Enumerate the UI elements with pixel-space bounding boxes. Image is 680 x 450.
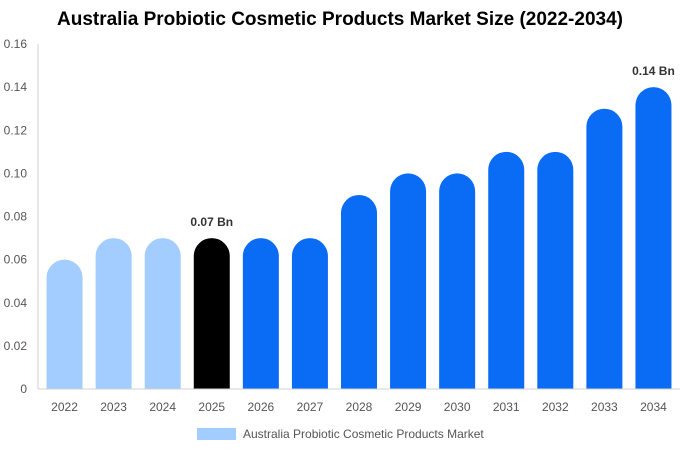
bar-2027[interactable] [291, 238, 328, 389]
x-tick-label: 2024 [149, 400, 176, 414]
bar-2028[interactable] [341, 194, 377, 389]
y-tick-label: 0.16 [4, 37, 28, 51]
x-tick-label: 2023 [100, 400, 127, 414]
bar-2022[interactable] [46, 259, 83, 389]
x-tick-label: 2030 [444, 400, 471, 414]
y-tick-label: 0.10 [4, 166, 28, 180]
data-label-2025: 0.07 Bn [190, 215, 233, 229]
x-axis: 2022 2023 2024 2025 2026 2027 2028 2029 2030 2031… [38, 388, 680, 414]
data-labels: 0.07 Bn 0.14 Bn [190, 64, 674, 229]
bar-2023[interactable] [95, 238, 132, 389]
bar-2026[interactable] [242, 238, 279, 389]
chart-title: Australia Probiotic Cosmetic Products Ma… [57, 9, 623, 30]
bar-2034[interactable] [635, 87, 672, 389]
x-tick-label: 2029 [395, 400, 422, 414]
legend-swatch[interactable] [197, 428, 236, 440]
bar-2025[interactable] [193, 238, 230, 389]
bars [46, 87, 672, 389]
x-tick-label: 2028 [346, 400, 373, 414]
bar-2024[interactable] [144, 238, 181, 389]
y-tick-label: 0.06 [4, 253, 28, 267]
x-tick-label: 2026 [247, 400, 274, 414]
x-tick-label: 2027 [297, 400, 324, 414]
y-axis: 0 0.02 0.04 0.06 0.08 0.10 0.12 0.14 0.16 [4, 37, 39, 396]
legend: Australia Probiotic Cosmetic Products Ma… [197, 427, 484, 441]
bar-2029[interactable] [390, 173, 427, 389]
bar-2033[interactable] [586, 108, 623, 389]
x-tick-label: 2034 [640, 400, 667, 414]
x-tick-label: 2025 [198, 400, 225, 414]
x-tick-label: 2022 [51, 400, 78, 414]
y-tick-label: 0.12 [4, 123, 28, 137]
legend-label[interactable]: Australia Probiotic Cosmetic Products Ma… [243, 427, 484, 441]
y-tick-label: 0.02 [4, 339, 28, 353]
y-tick-label: 0 [20, 382, 27, 396]
x-tick-label: 2032 [542, 400, 569, 414]
data-label-2034: 0.14 Bn [632, 64, 675, 78]
bar-2030[interactable] [439, 173, 476, 389]
y-tick-label: 0.14 [4, 80, 28, 94]
bar-2031[interactable] [488, 151, 525, 389]
y-tick-label: 0.08 [4, 210, 28, 224]
x-tick-label: 2033 [591, 400, 618, 414]
bar-2032[interactable] [537, 151, 574, 389]
y-tick-label: 0.04 [4, 296, 28, 310]
x-tick-label: 2031 [493, 400, 520, 414]
